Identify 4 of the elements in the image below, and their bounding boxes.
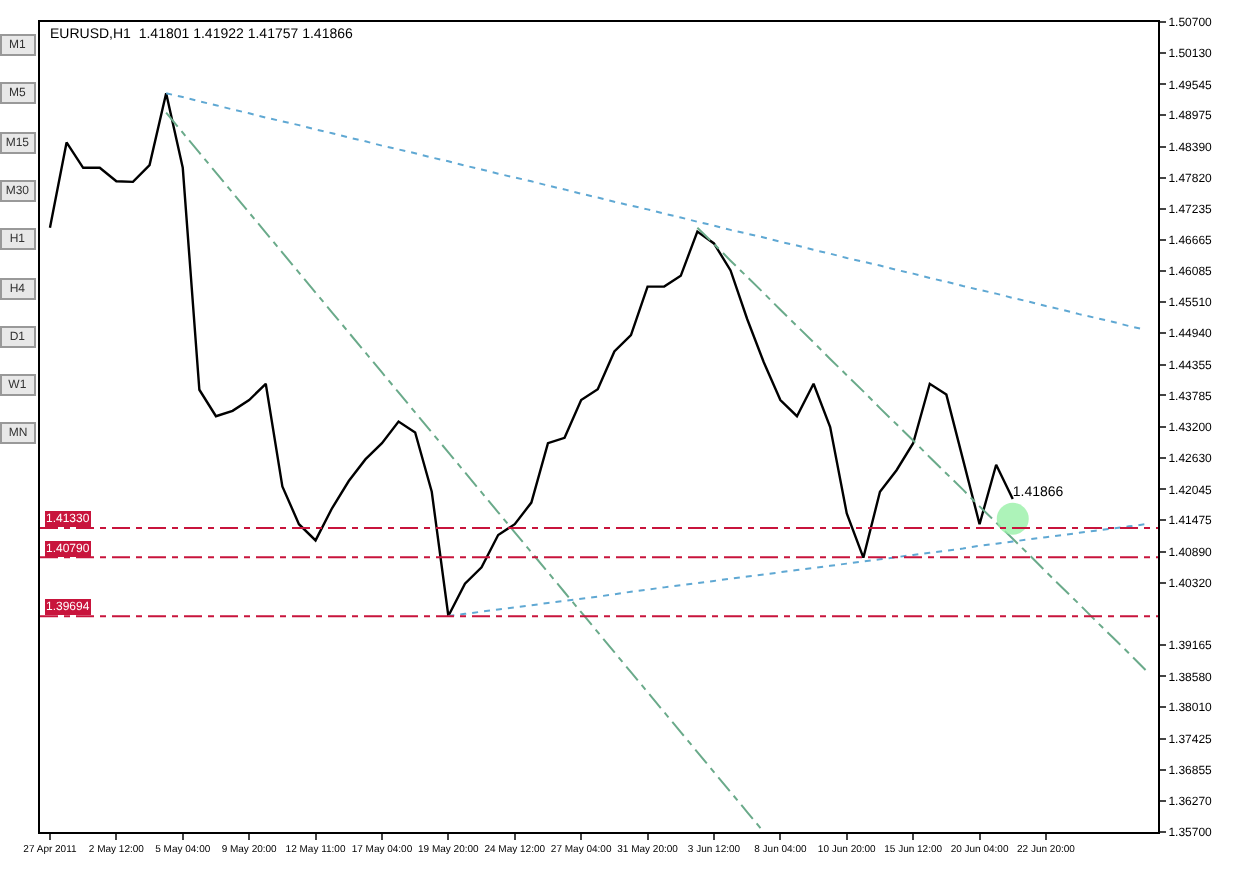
line-series <box>696 226 1147 671</box>
line-series <box>165 111 765 832</box>
line-series <box>48 92 1014 618</box>
line-series <box>447 523 1147 617</box>
